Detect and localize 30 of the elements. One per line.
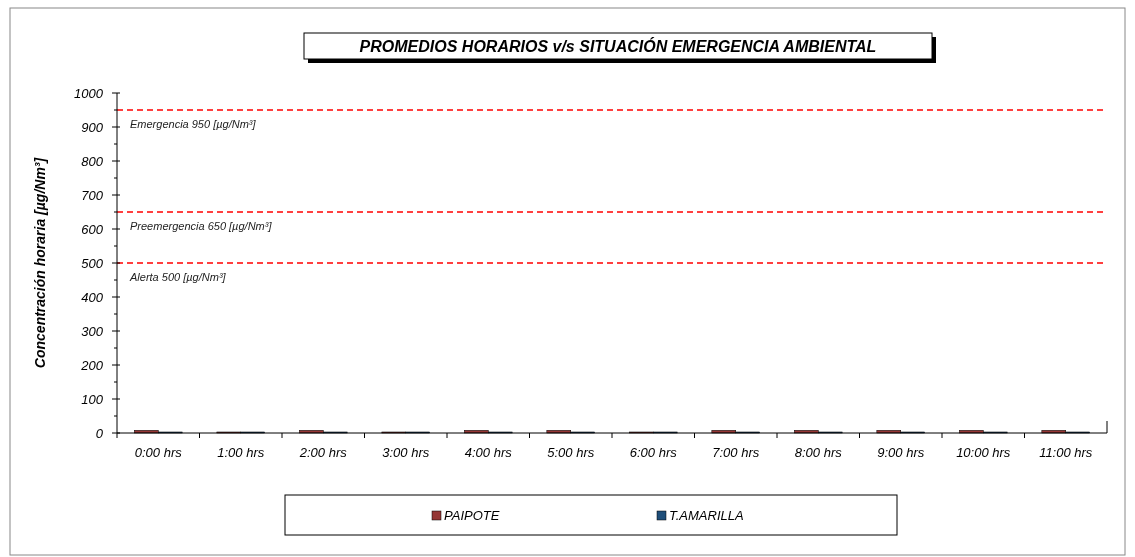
x-tick-label: 0:00 hrs <box>134 445 183 460</box>
x-tick-label: 4:00 hrs <box>464 445 513 460</box>
y-tick-label: 1000 <box>74 86 104 101</box>
y-tick-label: 700 <box>81 188 104 203</box>
x-tick-label: 1:00 hrs <box>217 445 265 460</box>
y-tick-label: 400 <box>81 290 104 305</box>
y-tick-label: 200 <box>80 358 104 373</box>
x-tick-label: 5:00 hrs <box>547 445 595 460</box>
x-tick-label: 7:00 hrs <box>712 445 760 460</box>
x-tick-label: 9:00 hrs <box>877 445 925 460</box>
y-axis-title: Concentración horaria [µg/Nm³] <box>32 156 48 369</box>
legend-label: T.AMARILLA <box>669 508 744 523</box>
x-tick-label: 10:00 hrs <box>956 445 1011 460</box>
ref-line-label: Emergencia 950 [µg/Nm³] <box>130 118 257 130</box>
x-tick-label: 2:00 hrs <box>298 445 348 460</box>
chart-title: PROMEDIOS HORARIOS v/s SITUACIÓN EMERGENCIA AMBIENTAL <box>359 37 877 55</box>
ref-line-label: Alerta 500 [µg/Nm³] <box>129 271 227 283</box>
y-tick-label: 600 <box>81 222 104 237</box>
x-tick-label: 6:00 hrs <box>629 445 678 460</box>
y-tick-label: 800 <box>81 154 104 169</box>
ref-line-label: Preemergencia 650 [µg/Nm³] <box>130 220 273 232</box>
y-tick-label: 100 <box>81 392 104 407</box>
y-tick-label: 300 <box>81 324 104 339</box>
y-tick-label: 500 <box>81 256 104 271</box>
legend-label: PAIPOTE <box>444 508 500 523</box>
x-tick-label: 11:00 hrs <box>1039 445 1093 460</box>
y-tick-label: 0 <box>95 426 104 441</box>
x-tick-label: 8:00 hrs <box>794 445 843 460</box>
y-tick-label: 900 <box>81 120 104 135</box>
x-tick-label: 3:00 hrs <box>382 445 430 460</box>
